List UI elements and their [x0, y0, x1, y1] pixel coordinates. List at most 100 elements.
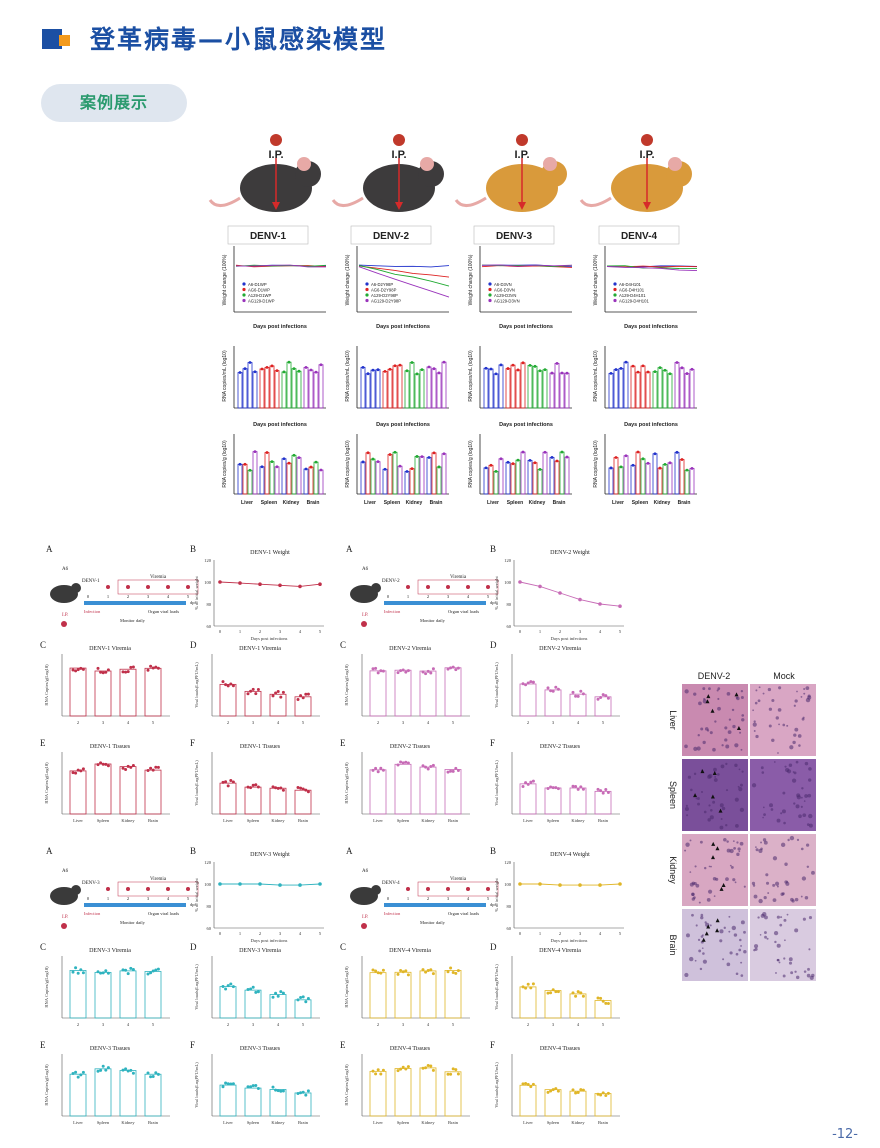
blood-drop-icon	[486, 887, 490, 891]
data-point	[524, 986, 528, 990]
cell-nucleus	[802, 813, 807, 818]
data-point	[431, 667, 435, 671]
cell-nucleus	[804, 794, 809, 798]
data-point	[254, 990, 258, 994]
bar	[394, 971, 412, 1019]
cell-nucleus	[751, 881, 756, 885]
data-point	[424, 765, 428, 769]
bar	[94, 763, 112, 815]
viremia-bar	[409, 362, 415, 409]
data-point	[606, 696, 610, 700]
cell-nucleus	[760, 766, 764, 770]
x-tick-label: Liver	[373, 818, 383, 823]
mouse-icon	[50, 585, 78, 603]
panel-letter: A	[346, 846, 353, 856]
data-point	[304, 1093, 308, 1097]
cell-nucleus	[754, 947, 758, 951]
panel-e-tissue-rna: E DENV-2 Tissues RNA Copies/g(Log10) Liver S…	[340, 738, 470, 823]
timeline-tick: 3	[147, 594, 150, 599]
panel-letter: E	[40, 738, 46, 748]
panel-b-weight-chart: B DENV-2 Weight 60 80 100 120 0 1 2 3 4 5 Days post …	[490, 544, 624, 641]
cell-nucleus	[773, 930, 779, 936]
chart-title: DENV-3 Tissues	[240, 1046, 281, 1052]
cell-nucleus	[724, 726, 728, 730]
legend-entry: AG129-D2Y98P	[371, 299, 401, 304]
infection-label: Infection	[384, 911, 401, 916]
data-point	[449, 966, 453, 970]
lesion-marker-icon	[701, 937, 706, 942]
cell-nucleus	[758, 848, 763, 853]
panel-letter: D	[490, 640, 497, 650]
viremia-bar	[645, 371, 651, 409]
x-tick-label: 5	[152, 720, 155, 725]
viremia-bar	[269, 365, 275, 409]
weight-point	[558, 591, 562, 595]
data-point	[432, 451, 436, 455]
legend-swatch	[488, 298, 492, 303]
cell-nucleus	[755, 734, 759, 739]
data-point	[614, 456, 618, 459]
cell-nucleus	[752, 709, 754, 712]
panel-letter: E	[40, 1040, 46, 1050]
data-point	[606, 791, 610, 795]
infection-label: Infection	[84, 911, 101, 916]
data-point	[74, 669, 78, 673]
data-point	[151, 768, 155, 772]
timeline-tick: 1	[107, 896, 109, 901]
data-point	[690, 467, 694, 470]
data-point	[154, 968, 158, 972]
cell-nucleus	[691, 892, 695, 896]
viremia-y-label: RNA copies/mL (log10)	[593, 350, 599, 402]
data-point	[421, 670, 425, 674]
x-tick-label: 0	[519, 629, 522, 634]
bar	[244, 989, 262, 1019]
data-point	[126, 1069, 130, 1073]
data-point	[296, 786, 300, 790]
data-point	[121, 766, 125, 770]
data-point	[81, 971, 85, 975]
data-point	[314, 370, 318, 374]
x-tick-label: 1	[239, 629, 241, 634]
data-point	[371, 667, 375, 671]
cell-nucleus	[725, 877, 729, 882]
cell-nucleus	[690, 788, 693, 792]
data-point	[156, 967, 160, 971]
weight-point	[258, 882, 262, 886]
cell-nucleus	[803, 687, 806, 690]
y-axis-label: RNA Copies/g(Log10)	[44, 966, 49, 1008]
data-point	[599, 1093, 603, 1097]
weight-point	[578, 597, 582, 602]
weight-point	[598, 602, 602, 606]
histology-figure: DENV-2 Mock Liver Spleen Kidney Brain	[668, 671, 816, 981]
serotype-column-3: I.P. DENV-3 Weight change (100%) Days post …	[454, 134, 573, 506]
cell-nucleus	[800, 695, 803, 698]
data-point	[260, 465, 264, 469]
lesion-marker-icon	[718, 808, 723, 813]
data-point	[381, 669, 385, 673]
timeline-tick: 0	[87, 896, 90, 901]
data-point	[292, 453, 296, 457]
cell-nucleus	[693, 896, 696, 899]
panel-letter: F	[490, 1040, 495, 1050]
data-point	[296, 697, 300, 701]
data-point	[549, 991, 553, 995]
viremia-label: Viremia	[150, 575, 167, 580]
viremia-label: Viremia	[150, 877, 167, 882]
panel-letter: A	[46, 544, 53, 554]
x-tick-label: Liver	[523, 1120, 533, 1125]
viremia-bar	[657, 367, 663, 409]
histology-image	[750, 684, 816, 756]
bar	[594, 1093, 612, 1117]
weight-change-chart: Weight change (100%) Days post infections…	[468, 246, 573, 330]
viremia-bar	[360, 366, 366, 409]
data-point	[366, 372, 370, 376]
data-point	[599, 696, 603, 700]
data-point	[526, 982, 530, 986]
bar	[144, 971, 162, 1019]
data-point	[442, 452, 446, 456]
cell-nucleus	[713, 895, 716, 897]
legend-swatch	[365, 282, 369, 286]
bar	[69, 1073, 87, 1117]
